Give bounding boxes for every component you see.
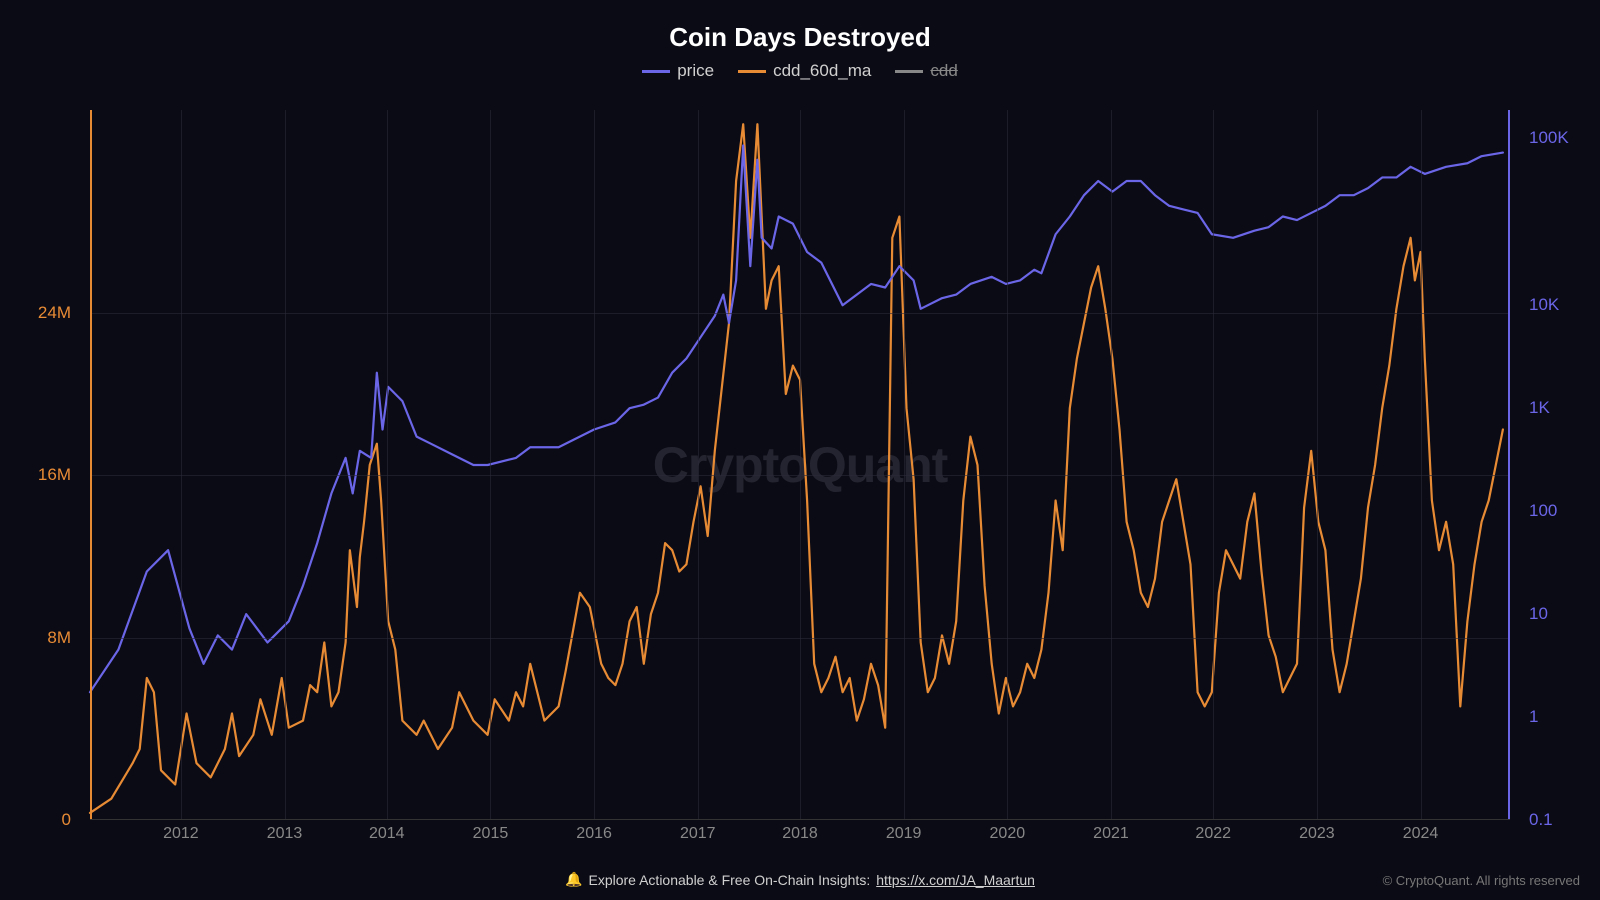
legend-item-cdd60dma[interactable]: cdd_60d_ma [738, 61, 871, 81]
x-tick: 2015 [473, 825, 509, 843]
y-tick-right: 0.1 [1529, 810, 1553, 830]
y-tick-left: 0 [62, 810, 71, 830]
x-tick: 2019 [886, 825, 922, 843]
grid-line-v [1317, 110, 1318, 820]
grid-line-v [698, 110, 699, 820]
x-tick: 2024 [1403, 825, 1439, 843]
y-tick-right: 10 [1529, 604, 1548, 624]
legend-label: cdd_60d_ma [773, 61, 871, 81]
series-line [90, 124, 1503, 813]
grid-line-v [594, 110, 595, 820]
footer-text: Explore Actionable & Free On-Chain Insig… [589, 872, 871, 888]
grid-line-v [181, 110, 182, 820]
x-tick: 2013 [267, 825, 303, 843]
legend-label: price [677, 61, 714, 81]
chart-title: Coin Days Destroyed [0, 0, 1600, 53]
y-tick-left: 8M [47, 628, 71, 648]
x-axis: 2012 2013 2014 2015 2016 2017 2018 2019 2020 2021… [90, 825, 1510, 850]
y-axis-left: 08M16M24M [0, 110, 85, 820]
grid-line-v [1111, 110, 1112, 820]
y-tick-right: 1K [1529, 398, 1550, 418]
grid-line-v [490, 110, 491, 820]
footer-link[interactable]: https://x.com/JA_Maartun [876, 872, 1035, 888]
legend-item-cdd[interactable]: cdd [895, 61, 957, 81]
y-tick-left: 16M [38, 465, 71, 485]
x-tick: 2012 [163, 825, 199, 843]
legend-swatch [895, 70, 923, 73]
bell-icon: 🔔 [565, 871, 582, 888]
legend-swatch [738, 70, 766, 73]
legend-label: cdd [930, 61, 957, 81]
y-tick-left: 24M [38, 303, 71, 323]
y-tick-right: 100 [1529, 501, 1557, 521]
legend: price cdd_60d_ma cdd [0, 61, 1600, 81]
x-tick: 2014 [369, 825, 405, 843]
bottom-axis-line [90, 819, 1510, 820]
y-tick-right: 100K [1529, 128, 1569, 148]
chart-container: Coin Days Destroyed price cdd_60d_ma cdd… [0, 0, 1600, 900]
left-axis-line [90, 110, 92, 820]
grid-line-v [800, 110, 801, 820]
footer-message: 🔔 Explore Actionable & Free On-Chain Ins… [565, 871, 1035, 888]
grid-line-v [1213, 110, 1214, 820]
plot-area: CryptoQuant [90, 110, 1510, 820]
grid-line-v [387, 110, 388, 820]
footer-copyright: © CryptoQuant. All rights reserved [1383, 873, 1580, 888]
x-tick: 2016 [576, 825, 612, 843]
x-tick: 2023 [1299, 825, 1335, 843]
grid-line-v [285, 110, 286, 820]
y-tick-right: 1 [1529, 707, 1538, 727]
grid-line-v [904, 110, 905, 820]
grid-line-v [1007, 110, 1008, 820]
x-tick: 2022 [1195, 825, 1231, 843]
grid-line-v [1421, 110, 1422, 820]
x-tick: 2020 [990, 825, 1026, 843]
x-tick: 2017 [680, 825, 716, 843]
y-tick-right: 10K [1529, 295, 1559, 315]
legend-swatch [642, 70, 670, 73]
x-tick: 2021 [1093, 825, 1129, 843]
series-line [90, 146, 1503, 693]
legend-item-price[interactable]: price [642, 61, 714, 81]
x-tick: 2018 [782, 825, 818, 843]
y-axis-right: 0.11101001K10K100K [1515, 110, 1600, 820]
right-axis-line [1508, 110, 1510, 820]
